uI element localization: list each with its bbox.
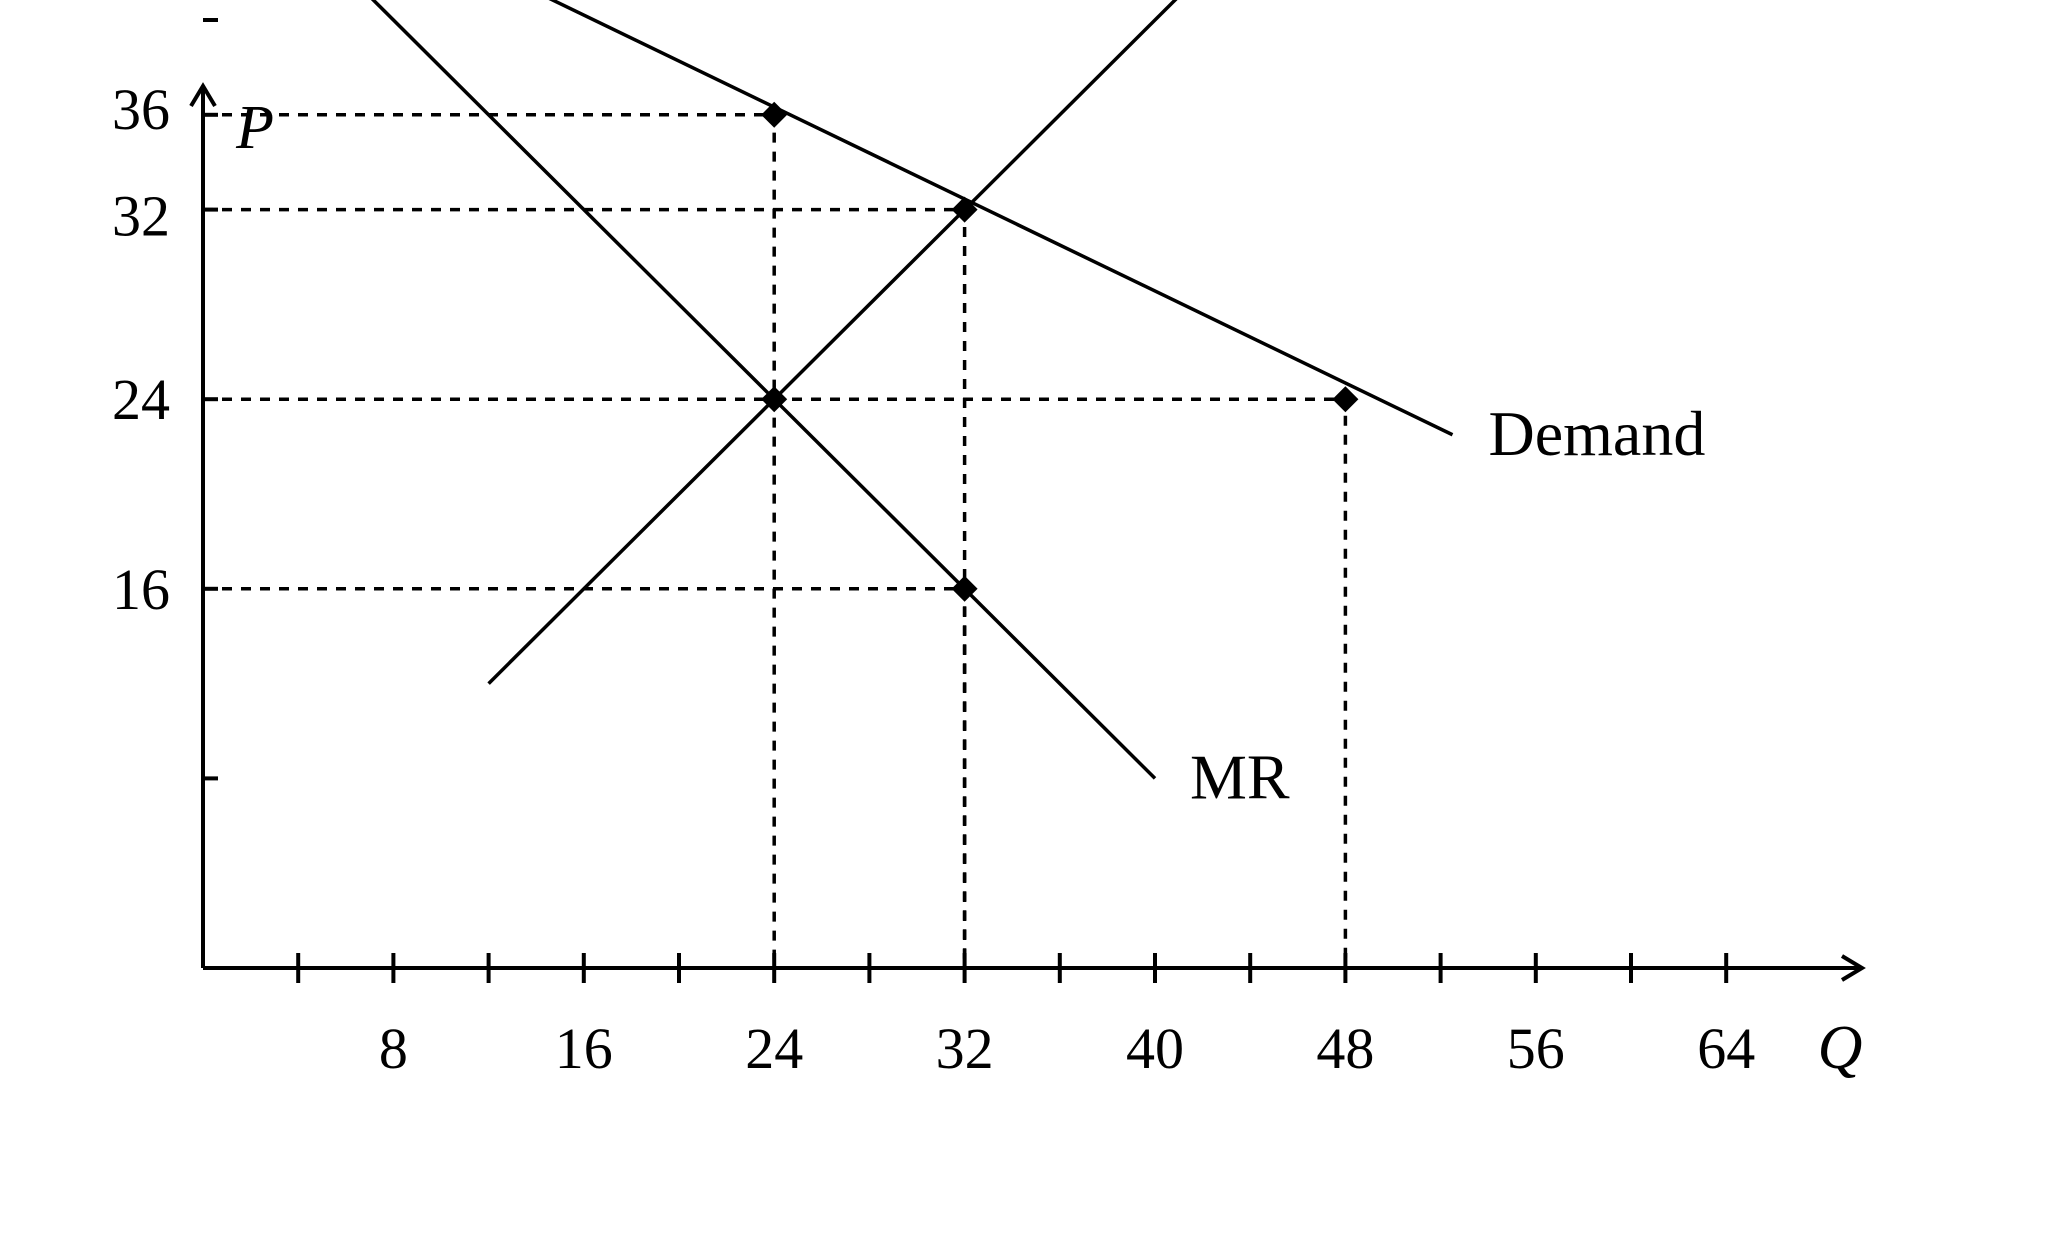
x-tick-label: 56 bbox=[1507, 1016, 1565, 1081]
y-tick-label: 32 bbox=[112, 184, 170, 249]
y-axis-title: P bbox=[235, 94, 274, 162]
point-marker bbox=[761, 101, 788, 128]
y-tick-label: 16 bbox=[112, 557, 170, 622]
y-tick-label: 36 bbox=[112, 77, 170, 142]
y-axis-arrowhead bbox=[189, 82, 217, 108]
mc-curve bbox=[487, 0, 1178, 685]
point-marker bbox=[951, 196, 978, 223]
point-marker bbox=[1332, 386, 1359, 413]
x-tick-label: 64 bbox=[1697, 1016, 1755, 1081]
x-tick-label: 16 bbox=[555, 1016, 613, 1081]
mr-label: MR bbox=[1190, 741, 1290, 812]
x-tick-label: 48 bbox=[1316, 1016, 1374, 1081]
x-tick-label: 32 bbox=[936, 1016, 994, 1081]
point-marker bbox=[761, 386, 788, 413]
x-tick-label: 8 bbox=[379, 1016, 408, 1081]
y-tick-label: 24 bbox=[112, 367, 170, 432]
guide-line-p36-q24 bbox=[203, 113, 776, 968]
guide-line-p16-q32 bbox=[203, 587, 967, 968]
x-tick-label: 40 bbox=[1126, 1016, 1184, 1081]
mr-curve bbox=[370, 0, 1157, 780]
x-tick-label: 24 bbox=[745, 1016, 803, 1081]
demand-curve bbox=[548, 0, 1454, 437]
x-axis-arrowhead bbox=[1840, 954, 1866, 982]
x-axis-title: Q bbox=[1818, 1014, 1863, 1082]
point-marker bbox=[951, 575, 978, 602]
demand-label: Demand bbox=[1489, 398, 1706, 469]
